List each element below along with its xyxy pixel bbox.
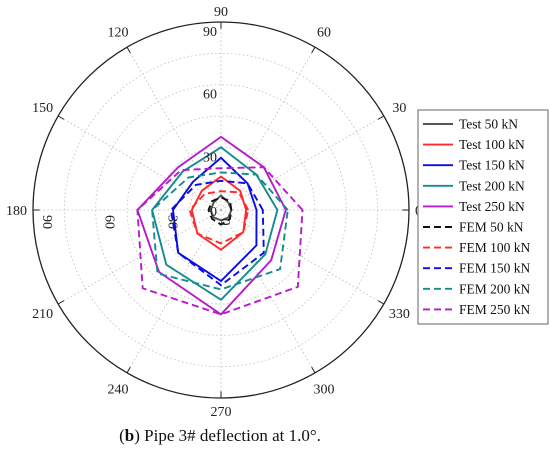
caption-text: Pipe 3# deflection at 1.0°. [144, 426, 321, 445]
angle-tick-label: 240 [108, 382, 129, 397]
radial-tick-label: 0 [210, 205, 217, 220]
series-line-7 [188, 190, 250, 245]
legend-label: Test 200 kN [459, 178, 525, 193]
radial-tick-label: 90 [203, 25, 217, 40]
angle-tick-label: 330 [389, 307, 410, 322]
series-line-9 [151, 171, 289, 291]
angle-tick-label: 180 [6, 204, 27, 219]
series-layer [136, 135, 304, 316]
grid-spoke [220, 46, 316, 211]
angle-tick [311, 46, 316, 54]
legend-label: FEM 50 kN [459, 220, 524, 235]
polar-grid [32, 21, 410, 399]
grid-spoke [57, 115, 222, 211]
series-line-3 [172, 156, 258, 283]
angle-tick-label: 270 [211, 405, 232, 420]
angle-tick-label: 300 [314, 382, 335, 397]
angle-tick-label: 210 [32, 307, 53, 322]
series-line-4 [151, 146, 279, 302]
figure-caption: (b) Pipe 3# deflection at 1.0°. [0, 426, 440, 446]
grid-spoke [126, 46, 222, 211]
angle-tick [126, 46, 131, 54]
legend-label: Test 50 kN [459, 117, 518, 132]
radial-tick-label: 90 [39, 215, 54, 229]
radial-tick-label: 60 [102, 215, 117, 229]
angle-tick [126, 366, 131, 374]
legend: Test 50 kN Test 100 kN Test 150 kN Test 200… [417, 109, 549, 325]
grid-spoke [57, 209, 222, 305]
caption-bold-label: b [124, 426, 135, 445]
series-line-10 [136, 166, 304, 316]
angle-tick-label: 150 [32, 101, 53, 116]
angle-tick [377, 115, 385, 120]
series-line-8 [169, 179, 265, 287]
legend-label: FEM 100 kN [459, 240, 531, 255]
angle-tick-label: 120 [108, 26, 129, 41]
axis-labels: 0 30 60 90 120 150 180 210 240 270 300 330 0 30 60 90 90… [6, 5, 422, 420]
legend-label: FEM 150 kN [459, 261, 531, 276]
radial-tick-label: 60 [203, 88, 217, 103]
series-line-2 [190, 175, 248, 251]
radial-tick-label: 0 [217, 219, 232, 226]
grid-spoke [220, 115, 385, 211]
grid-ring [157, 146, 285, 274]
legend-label: Test 150 kN [459, 158, 525, 173]
angle-tick [377, 300, 385, 305]
radial-tick-label: 30 [164, 215, 179, 229]
legend-label: Test 250 kN [459, 199, 525, 214]
series-line-6 [207, 196, 233, 226]
grid-spoke [220, 209, 316, 374]
legend-label: FEM 250 kN [459, 302, 531, 317]
legend-label: Test 100 kN [459, 137, 525, 152]
grid-spoke [126, 209, 222, 374]
legend-label: FEM 200 kN [459, 281, 531, 296]
caption-open-paren: ( [119, 426, 125, 445]
grid-ring [126, 115, 316, 305]
angle-tick [311, 366, 316, 374]
grid-ring [189, 178, 253, 242]
radial-tick-label: 30 [203, 150, 217, 165]
angle-tick-label: 60 [317, 26, 331, 41]
grid-spoke [220, 209, 385, 305]
angle-tick-label: 30 [392, 101, 406, 116]
angle-tick-label: 90 [214, 5, 228, 20]
angle-tick [57, 115, 65, 120]
angle-tick [57, 300, 65, 305]
caption-close-paren: ) [134, 426, 140, 445]
